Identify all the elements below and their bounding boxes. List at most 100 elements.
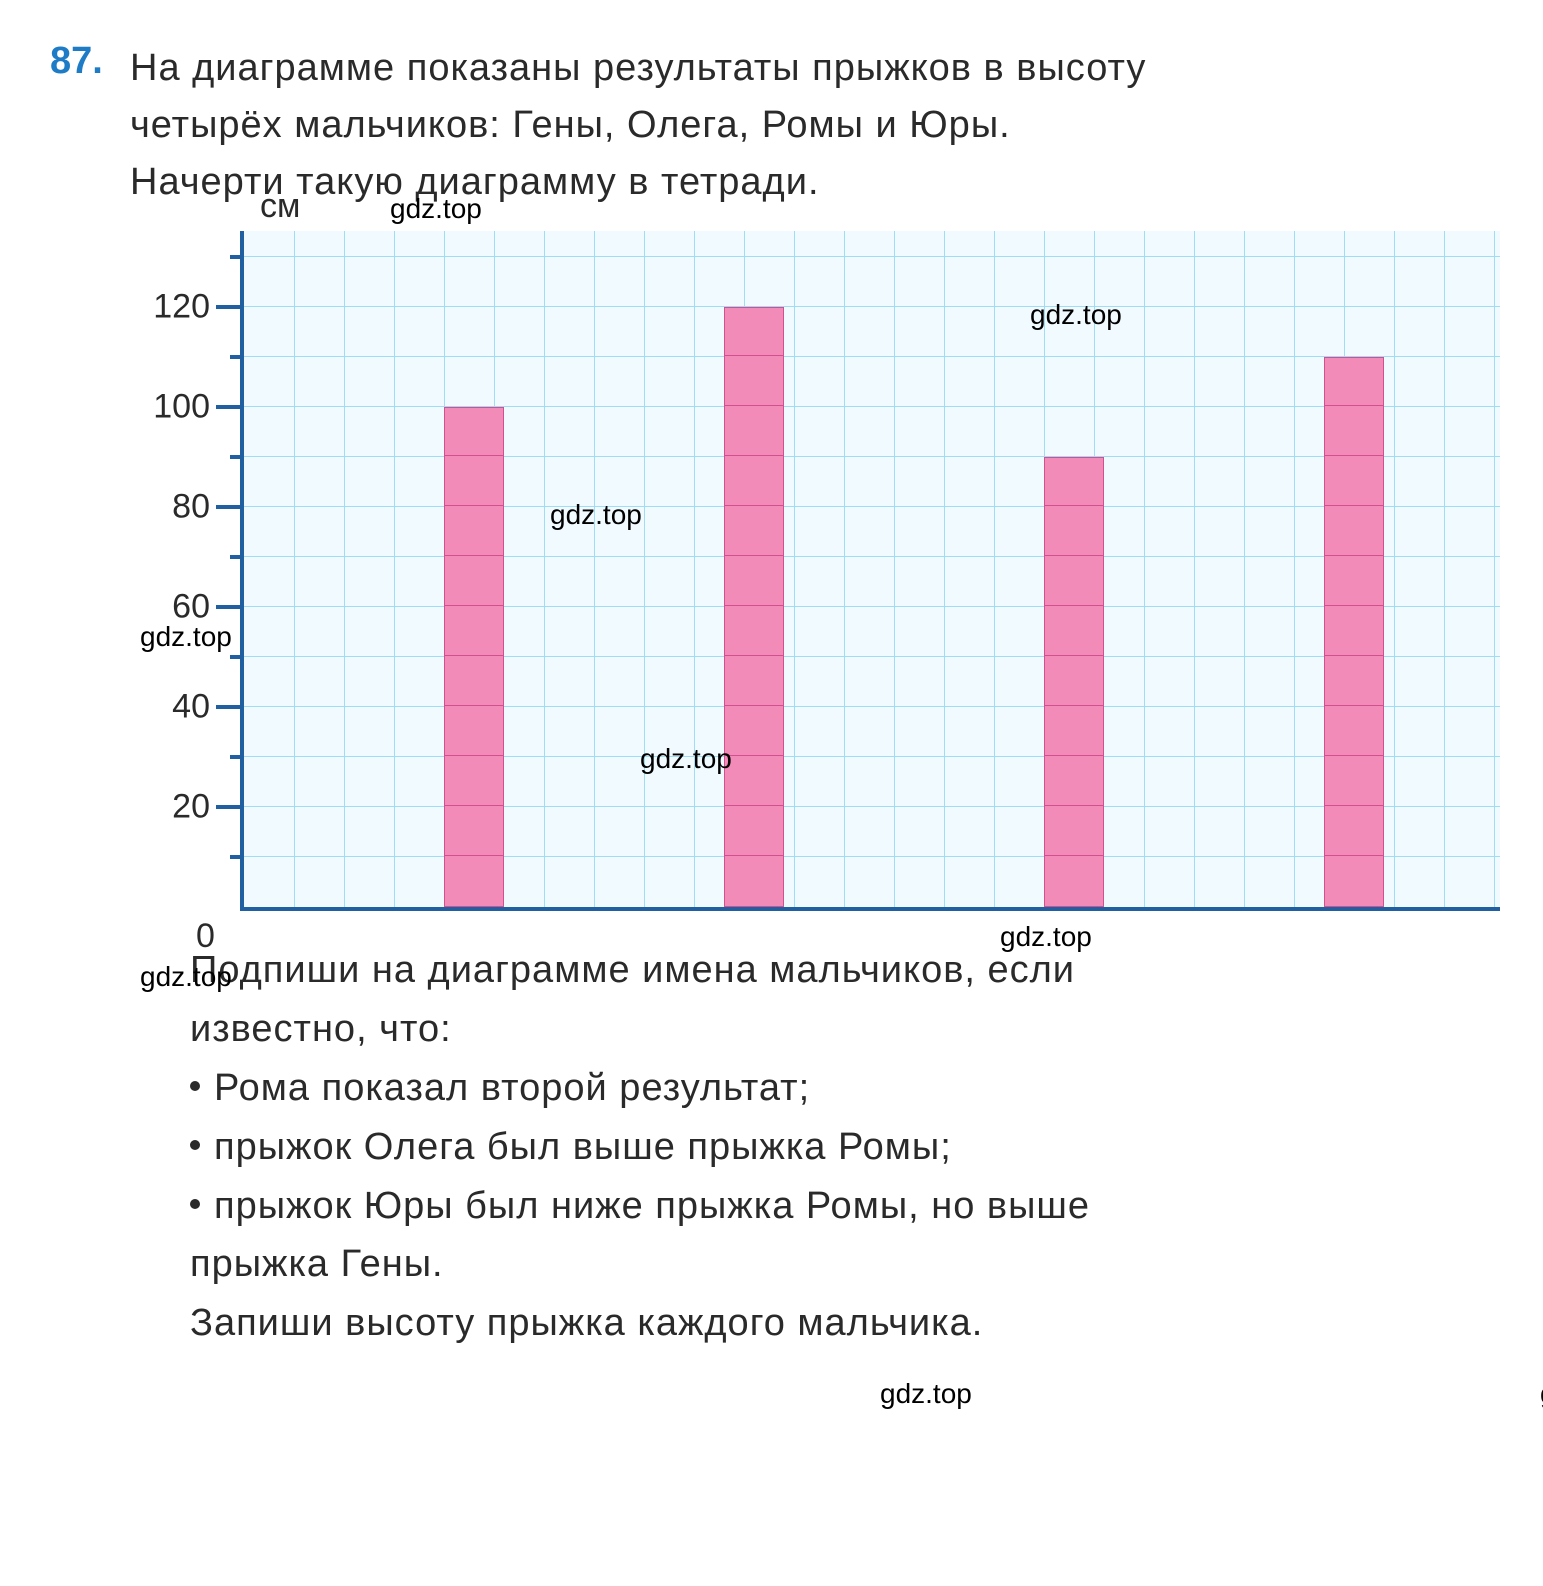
bar-hatch xyxy=(725,605,783,606)
bar-hatch xyxy=(1325,805,1383,806)
bar-hatch xyxy=(445,605,503,606)
bar-hatch xyxy=(1045,805,1103,806)
y-tick-minor xyxy=(230,855,244,859)
bar-3 xyxy=(1044,457,1104,907)
grid-line-horizontal xyxy=(244,606,1500,607)
bar-hatch xyxy=(445,755,503,756)
chart-container: см 20406080100120 0 gdz.topgdz.topgdz.to… xyxy=(130,231,1493,911)
chart-plot-area: 20406080100120 xyxy=(240,231,1500,911)
bar-hatch xyxy=(1045,705,1103,706)
watermark: gdz.top xyxy=(880,1378,972,1410)
problem-header: 87. На диаграмме показаны результаты пры… xyxy=(50,40,1493,211)
bar-hatch xyxy=(1045,555,1103,556)
bar-hatch xyxy=(725,805,783,806)
y-tick-major xyxy=(216,705,244,709)
y-tick-minor xyxy=(230,755,244,759)
bar-hatch xyxy=(725,405,783,406)
bullet-line-2: прыжок Олега был выше прыжка Ромы; xyxy=(190,1118,1493,1177)
y-tick-minor xyxy=(230,455,244,459)
y-tick-label: 80 xyxy=(172,488,210,527)
y-tick-major xyxy=(216,805,244,809)
bar-hatch xyxy=(725,455,783,456)
grid-line-horizontal xyxy=(244,856,1500,857)
instructions-block: Подпиши на диаграмме имена мальчиков, ес… xyxy=(190,941,1493,1353)
bar-hatch xyxy=(1045,605,1103,606)
bar-hatch xyxy=(1325,555,1383,556)
instr-line-last: Запиши высоту прыжка каждого мальчика. xyxy=(190,1294,1493,1353)
bar-hatch xyxy=(445,705,503,706)
bullet-line-3: прыжок Юры был ниже прыжка Ромы, но выше xyxy=(190,1177,1493,1236)
bar-hatch xyxy=(725,705,783,706)
watermark: gdz.top xyxy=(390,193,482,225)
y-tick-label: 40 xyxy=(172,688,210,727)
bar-hatch xyxy=(445,455,503,456)
bar-hatch xyxy=(1045,655,1103,656)
y-tick-minor xyxy=(230,355,244,359)
watermark: gdz.top xyxy=(140,961,232,993)
bullet-icon xyxy=(190,1081,200,1091)
bullet-text-1: Рома показал второй результат; xyxy=(214,1059,810,1118)
grid-line-horizontal xyxy=(244,356,1500,357)
bar-hatch xyxy=(1325,505,1383,506)
bullet-text-3b: прыжка Гены. xyxy=(190,1235,1493,1294)
instr-line-1: Подпиши на диаграмме имена мальчиков, ес… xyxy=(190,941,1493,1000)
y-tick-minor xyxy=(230,555,244,559)
grid-line-horizontal xyxy=(244,406,1500,407)
watermark: gdz.top xyxy=(1030,299,1122,331)
bar-hatch xyxy=(1045,755,1103,756)
y-tick-minor xyxy=(230,255,244,259)
bar-hatch xyxy=(1325,705,1383,706)
instr-line-2: известно, что: xyxy=(190,1000,1493,1059)
bar-hatch xyxy=(1325,405,1383,406)
problem-line-2: четырёх мальчиков: Гены, Олега, Ромы и Ю… xyxy=(130,97,1146,154)
y-tick-major xyxy=(216,305,244,309)
y-tick-label: 100 xyxy=(153,388,210,427)
bar-4 xyxy=(1324,357,1384,907)
bar-hatch xyxy=(725,505,783,506)
y-tick-minor xyxy=(230,655,244,659)
bar-hatch xyxy=(445,555,503,556)
bullet-line-1: Рома показал второй результат; xyxy=(190,1059,1493,1118)
bar-hatch xyxy=(725,555,783,556)
y-tick-label: 20 xyxy=(172,788,210,827)
bar-hatch xyxy=(725,755,783,756)
y-axis-unit: см xyxy=(260,187,300,226)
grid-line-horizontal xyxy=(244,256,1500,257)
bullet-icon xyxy=(190,1140,200,1150)
bar-2 xyxy=(724,307,784,907)
y-tick-major xyxy=(216,505,244,509)
problem-line-1: На диаграмме показаны результаты прыжков… xyxy=(130,40,1146,97)
grid-line-horizontal xyxy=(244,756,1500,757)
bar-hatch xyxy=(725,855,783,856)
bullet-text-3: прыжок Юры был ниже прыжка Ромы, но выше xyxy=(214,1177,1090,1236)
problem-text: На диаграмме показаны результаты прыжков… xyxy=(130,40,1146,211)
grid-line-horizontal xyxy=(244,706,1500,707)
bar-hatch xyxy=(1325,455,1383,456)
grid-line-horizontal xyxy=(244,306,1500,307)
bullet-text-2: прыжок Олега был выше прыжка Ромы; xyxy=(214,1118,952,1177)
grid-line-horizontal xyxy=(244,656,1500,657)
bar-hatch xyxy=(1325,855,1383,856)
zero-label: 0 xyxy=(196,917,215,956)
bar-hatch xyxy=(1325,655,1383,656)
bar-hatch xyxy=(1325,605,1383,606)
watermark: gdz.top xyxy=(140,621,232,653)
bar-1 xyxy=(444,407,504,907)
watermark: gdz.top xyxy=(1000,921,1092,953)
bar-hatch xyxy=(1325,755,1383,756)
bullet-icon xyxy=(190,1199,200,1209)
bar-hatch xyxy=(445,505,503,506)
bar-hatch xyxy=(445,855,503,856)
bar-hatch xyxy=(725,355,783,356)
grid-line-horizontal xyxy=(244,456,1500,457)
bar-hatch xyxy=(445,805,503,806)
y-tick-major xyxy=(216,405,244,409)
bar-hatch xyxy=(1045,505,1103,506)
problem-number: 87. xyxy=(50,40,110,83)
grid-line-horizontal xyxy=(244,506,1500,507)
grid-line-horizontal xyxy=(244,806,1500,807)
bar-hatch xyxy=(1045,855,1103,856)
y-tick-label: 120 xyxy=(153,288,210,327)
bar-hatch xyxy=(445,655,503,656)
watermark: gdz.top xyxy=(640,743,732,775)
